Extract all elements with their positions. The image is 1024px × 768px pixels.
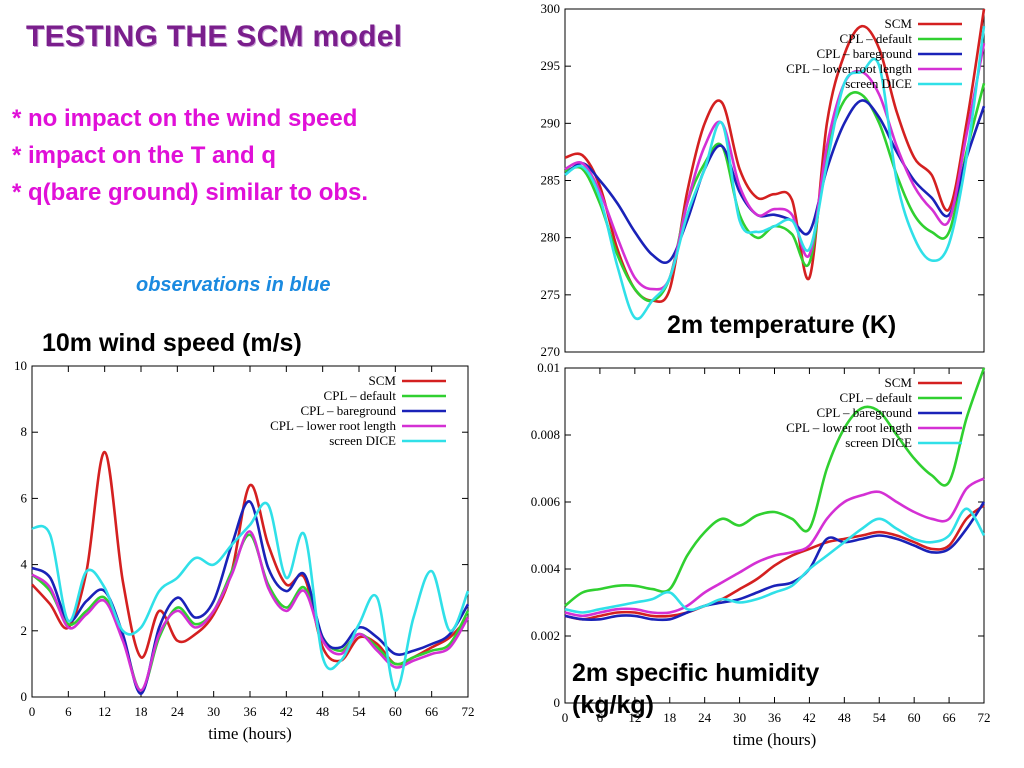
x-tick-label: 0: [29, 704, 36, 719]
x-tick-label: 36: [244, 704, 258, 719]
y-tick-label: 0.002: [531, 628, 560, 643]
y-tick-label: 285: [541, 173, 561, 188]
humidity-panel-label: 2m specific humidity (kg/kg): [572, 657, 819, 721]
legend-label: CPL – lower root length: [270, 418, 396, 433]
bullet-list: * no impact on the wind speed * impact o…: [12, 100, 368, 211]
series-line-cpl-default: [564, 367, 986, 607]
x-tick-label: 6: [597, 710, 604, 725]
y-tick-label: 8: [21, 424, 28, 439]
x-tick-label: 30: [207, 704, 220, 719]
humidity-chart: 0 0.002 0.004 0.006 0.008 0.01 0 6 12 18 24 30 36 42 4…: [531, 360, 991, 749]
y-tick-label: 0: [554, 695, 561, 710]
series-line-screen-dice: [564, 507, 986, 614]
temp-panel-label: 2m temperature (K): [667, 311, 897, 339]
bullet-item: * impact on the T and q: [12, 142, 277, 169]
x-tick-label: 18: [135, 704, 148, 719]
y-tick-label: 0.008: [531, 427, 560, 442]
y-tick-label: 0.004: [531, 561, 561, 576]
series-line-cpl-lower-root-length: [31, 530, 470, 692]
legend-label: SCM: [885, 16, 913, 31]
legend-label: CPL – lower root length: [786, 420, 912, 435]
x-tick-label: 60: [389, 704, 402, 719]
x-tick-label: 72: [462, 704, 475, 719]
page-title: TESTING THE SCM model: [26, 20, 403, 53]
x-tick-label: 66: [425, 704, 439, 719]
legend-label: SCM: [369, 373, 397, 388]
x-tick-label: 60: [908, 710, 921, 725]
y-tick-label: 275: [541, 287, 561, 302]
legend-label: CPL – lower root length: [786, 61, 912, 76]
y-tick-label: 270: [541, 344, 561, 359]
humidity-label-line: 2m specific humidity: [572, 659, 820, 687]
series-line-cpl-bareground: [564, 501, 986, 622]
x-tick-label: 6: [65, 704, 72, 719]
bullet-item: * no impact on the wind speed: [12, 105, 358, 132]
legend-label: SCM: [885, 375, 913, 390]
bullet-item: * q(bare ground) similar to obs.: [12, 179, 369, 206]
x-tick-label: 54: [873, 710, 887, 725]
y-tick-label: 280: [541, 230, 561, 245]
y-tick-label: 0.01: [537, 360, 560, 375]
x-tick-label: 42: [803, 710, 816, 725]
legend-label: CPL – bareground: [300, 403, 396, 418]
series-line-screen-dice: [31, 501, 470, 692]
x-tick-label: 72: [978, 710, 991, 725]
y-tick-label: 295: [541, 58, 561, 73]
legend-label: screen DICE: [329, 433, 396, 448]
x-tick-label: 42: [280, 704, 293, 719]
x-axis-label: time (hours): [733, 730, 817, 749]
legend-label: CPL – default: [840, 390, 913, 405]
x-tick-label: 54: [353, 704, 367, 719]
x-tick-label: 66: [943, 710, 957, 725]
x-tick-label: 48: [838, 710, 851, 725]
series-line-screen-dice: [564, 26, 986, 321]
series-line-cpl-default: [31, 533, 470, 692]
observations-note: observations in blue: [136, 274, 331, 296]
legend-label: screen DICE: [845, 76, 912, 91]
y-tick-label: 4: [21, 557, 28, 572]
x-tick-label: 30: [733, 710, 746, 725]
series-line-cpl-lower-root-length: [564, 43, 986, 291]
x-axis-label: time (hours): [208, 724, 292, 743]
y-tick-label: 300: [541, 1, 561, 16]
x-tick-label: 24: [698, 710, 712, 725]
wind-panel-label: 10m wind speed (m/s): [42, 327, 302, 359]
x-tick-label: 36: [768, 710, 782, 725]
series-line-scm: [564, 504, 985, 621]
series-line-cpl-lower-root-length: [564, 477, 985, 618]
legend-label: CPL – bareground: [816, 405, 912, 420]
y-tick-label: 2: [21, 623, 28, 638]
series-line-cpl-bareground: [31, 500, 470, 696]
x-tick-label: 0: [562, 710, 569, 725]
y-tick-label: 290: [541, 115, 561, 130]
y-tick-label: 0.006: [531, 494, 561, 509]
x-tick-label: 12: [98, 704, 111, 719]
y-tick-label: 0: [21, 689, 28, 704]
legend-label: CPL – default: [840, 31, 913, 46]
humidity-label-line: (kg/kg): [572, 691, 654, 719]
series-line-cpl-bareground: [564, 99, 986, 265]
x-tick-label: 48: [316, 704, 329, 719]
y-tick-label: 6: [21, 490, 28, 505]
legend-label: CPL – bareground: [816, 46, 912, 61]
legend-label: screen DICE: [845, 435, 912, 450]
x-tick-label: 12: [628, 710, 641, 725]
plot-frame: [564, 367, 985, 704]
y-tick-label: 10: [14, 358, 27, 373]
x-tick-label: 24: [171, 704, 185, 719]
x-tick-label: 18: [663, 710, 676, 725]
legend-label: CPL – default: [324, 388, 397, 403]
